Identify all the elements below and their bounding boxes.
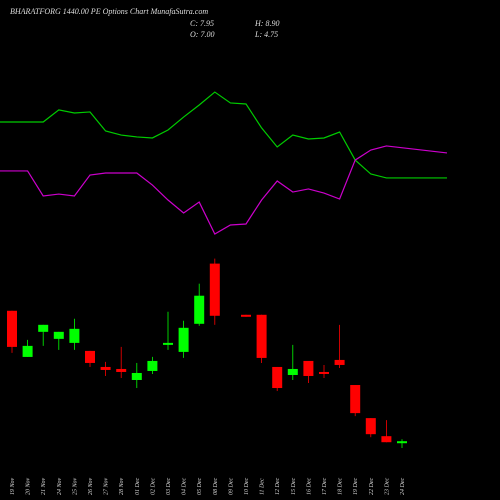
indicator-line [0,145,448,235]
indicator-line [0,91,447,179]
x-tick-label: 16 Dec [306,478,312,495]
x-tick-label: 09 Dec [228,478,234,495]
x-tick-label: 26 Nov [88,477,94,495]
close-label: C: 7.95 [190,19,214,28]
x-tick-label: 24 Dec [399,478,406,495]
x-tick-label: 12 Dec [275,478,281,495]
chart-title: BHARATFORG 1440.00 PE Options Chart Muna… [10,7,208,16]
candle-body [256,314,267,358]
candle-body [147,360,158,371]
candle-body [365,418,376,435]
x-tick-label: 22 Dec [369,478,375,495]
candle-body [209,263,220,316]
x-tick-label: 21 Nov [41,477,47,495]
x-tick-label: 20 Nov [26,477,32,495]
candle-body [100,366,111,370]
candle-body [334,359,345,365]
candle-body [178,327,189,352]
x-tick-label: 19 Dec [353,478,359,495]
candle-body [194,295,205,324]
x-tick-label: 27 Nov [104,477,110,495]
candle-body [22,345,33,357]
x-tick-label: 01 Dec [135,478,141,495]
candle-body [319,371,329,374]
candle-body [116,368,127,372]
x-tick-label: 25 Nov [72,477,78,495]
candle-body [397,441,407,444]
x-tick-label: 24 Nov [56,477,63,495]
x-tick-label: 17 Dec [322,478,328,495]
candle-body [303,360,314,376]
x-tick-label: 23 Dec [384,478,390,495]
x-tick-label: 15 Dec [291,478,297,495]
x-tick-label: 18 Dec [338,478,344,495]
candle-body [381,436,392,443]
candle-body [53,331,64,339]
candle-body [85,350,95,363]
candle-body [131,372,142,380]
x-tick-label: 10 Dec [244,478,250,495]
candle-body [38,324,49,332]
x-tick-label: 19 Nov [10,477,16,495]
candle-body [350,385,361,414]
x-tick-label: 05 Dec [197,478,203,495]
candle-body [272,366,283,389]
x-tick-label: 03 Dec [166,478,172,495]
candle-body [163,342,173,345]
x-tick-label: 08 Dec [213,478,219,495]
x-tick-label: 02 Dec [150,478,156,495]
candle-body [241,314,251,317]
high-label: H: 8.90 [254,19,279,28]
x-tick-label: 04 Dec [181,478,188,495]
low-label: L: 4.75 [254,30,278,39]
candle-body [7,310,17,347]
candle-body [287,368,298,375]
x-tick-label: 28 Nov [119,477,125,495]
x-tick-label: 11 Dec [260,478,266,495]
candle-body [69,328,80,343]
open-label: O: 7.00 [190,30,214,39]
